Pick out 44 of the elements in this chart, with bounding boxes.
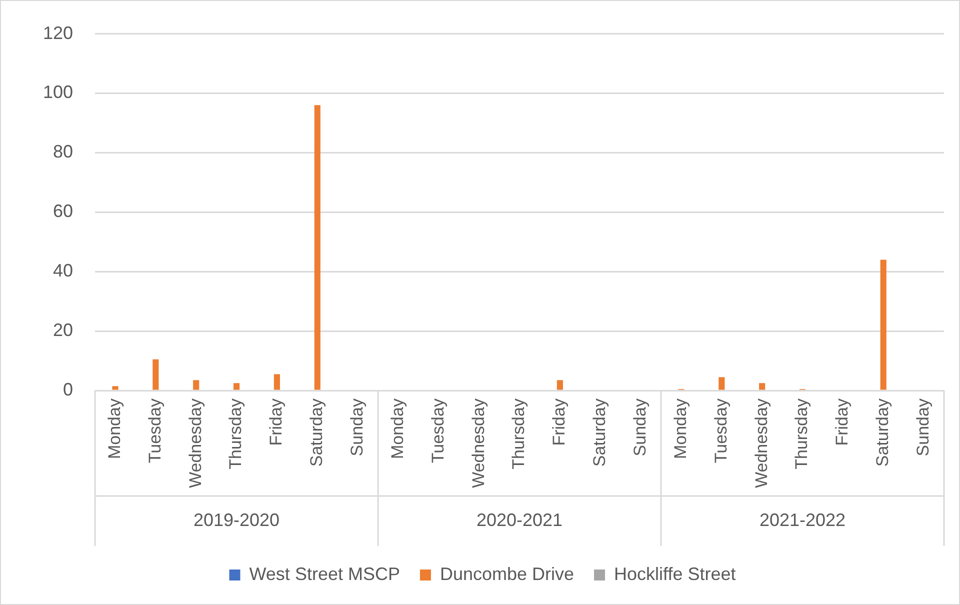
x-tick-label: Thursday: [792, 398, 812, 470]
legend-label: Duncombe Drive: [440, 564, 574, 584]
x-tick-label: Wednesday: [186, 398, 205, 488]
x-tick-label: Thursday: [509, 398, 528, 470]
x-tick-label: Monday: [104, 398, 124, 460]
x-tick-label: Tuesday: [711, 398, 730, 464]
x-tick-label: Saturday: [307, 398, 326, 467]
text: 2019-2020: [193, 510, 280, 530]
x-tick-label: Friday: [550, 398, 569, 446]
y-tick-label: 120: [42, 22, 74, 43]
bar: [152, 359, 159, 390]
x-tick-label: Tuesday: [145, 398, 164, 464]
bar: [193, 380, 200, 390]
text: 2021-2022: [759, 510, 846, 530]
legend-label: West Street MSCP: [249, 564, 400, 584]
x-tick-label: Friday: [266, 398, 286, 446]
x-tick-label: Thursday: [226, 398, 246, 470]
y-tick-label: 100: [42, 82, 74, 102]
x-tick-label: Tuesday: [428, 398, 448, 464]
bar: [233, 383, 240, 390]
x-tick-label: Sunday: [630, 398, 650, 456]
legend-label: Hockliffe Street: [614, 564, 736, 584]
bar: [759, 383, 766, 390]
y-tick-label: 20: [53, 320, 74, 340]
x-tick-label: Monday: [670, 398, 690, 460]
y-tick-label: 0: [63, 380, 74, 400]
bar: [880, 260, 886, 390]
bar: [556, 380, 563, 390]
bar: [112, 386, 118, 390]
x-tick-label: Saturday: [873, 398, 892, 467]
text: 2020-2021: [476, 510, 563, 530]
x-tick-label: Sunday: [913, 398, 932, 456]
y-tick-label: 60: [53, 201, 74, 222]
bar: [718, 377, 725, 390]
x-tick-label: Monday: [388, 398, 407, 460]
y-tick-label: 80: [53, 142, 74, 162]
bar: [314, 105, 320, 390]
x-tick-label: Saturday: [590, 398, 610, 467]
x-tick-label: Sunday: [347, 398, 366, 456]
bar: [274, 374, 280, 390]
x-tick-label: Friday: [832, 398, 852, 446]
y-tick-label: 40: [53, 260, 74, 281]
x-tick-label: Wednesday: [752, 398, 771, 488]
x-tick-label: Wednesday: [468, 398, 488, 488]
